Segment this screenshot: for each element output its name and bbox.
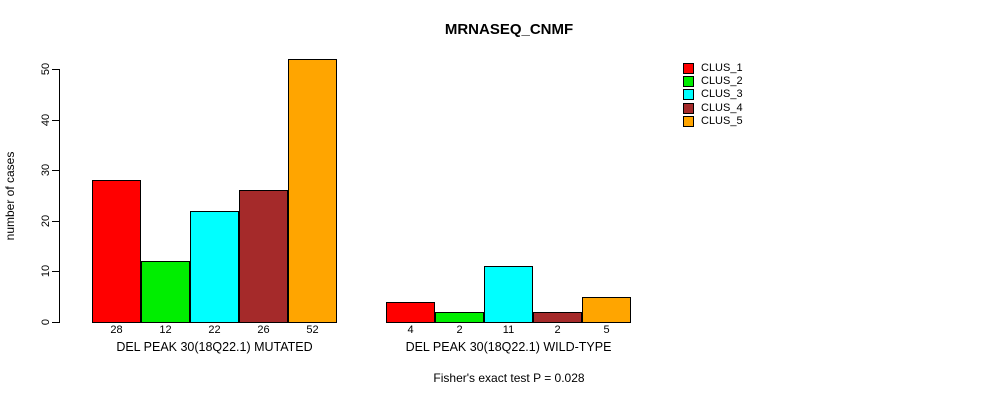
bar-value-label: 2 (456, 324, 463, 336)
chart-title: MRNASEQ_CNMF (444, 21, 574, 38)
bar-clus_4-group2 (533, 312, 582, 323)
y-tick-label: 30 (40, 164, 52, 177)
legend-swatch-clus_4 (683, 102, 694, 114)
legend-label: CLUS_2 (701, 74, 743, 87)
legend-item-clus_2: CLUS_2 (683, 75, 743, 87)
legend-swatch-clus_5 (683, 116, 694, 128)
y-tick-label: 50 (40, 62, 52, 76)
bar-clus_3-group1 (190, 211, 239, 323)
bar-clus_1-group1 (92, 180, 141, 323)
bar-clus_5-group2 (582, 297, 631, 323)
y-tick-label: 20 (40, 214, 52, 227)
bar-value-label: 52 (306, 324, 319, 336)
bar-clus_1-group2 (386, 302, 435, 323)
bar-clus_5-group1 (288, 59, 337, 323)
y-tick (52, 220, 59, 222)
group-label: DEL PEAK 30(18Q22.1) MUTATED (116, 340, 313, 354)
bar-clus_3-group2 (484, 266, 533, 323)
legend-swatch-clus_2 (683, 75, 694, 87)
y-tick (52, 271, 59, 273)
bar-clus_4-group1 (239, 190, 288, 323)
bar-value-label: 4 (407, 324, 414, 336)
legend-label: CLUS_5 (701, 115, 743, 128)
y-tick (52, 69, 59, 70)
legend-item-clus_4: CLUS_4 (683, 102, 743, 114)
y-tick (52, 322, 59, 323)
bar-value-label: 22 (208, 324, 221, 336)
y-tick (52, 170, 59, 172)
y-tick-label: 10 (40, 265, 52, 278)
bar-value-label: 2 (554, 324, 561, 336)
y-tick-label: 40 (40, 113, 52, 126)
fisher-test-footnote: Fisher's exact test P = 0.028 (433, 371, 585, 385)
bar-value-label: 11 (502, 324, 515, 336)
bar-value-label: 5 (603, 324, 610, 336)
y-tick (52, 119, 59, 121)
legend-swatch-clus_1 (683, 62, 694, 74)
legend-swatch-clus_3 (683, 89, 694, 101)
legend-label: CLUS_3 (701, 88, 743, 101)
bar-clus_2-group1 (141, 261, 190, 323)
bar-value-label: 12 (159, 324, 172, 336)
bar-value-label: 26 (257, 324, 270, 336)
group-label: DEL PEAK 30(18Q22.1) WILD-TYPE (405, 340, 612, 354)
bar-value-label: 28 (110, 324, 123, 336)
legend-label: CLUS_4 (701, 101, 743, 114)
legend-item-clus_5: CLUS_5 (683, 116, 743, 128)
legend-item-clus_3: CLUS_3 (683, 89, 743, 101)
bar-clus_2-group2 (435, 312, 484, 323)
legend-item-clus_1: CLUS_1 (683, 62, 743, 74)
legend-label: CLUS_1 (701, 61, 743, 74)
y-tick-label: 0 (40, 318, 52, 326)
y-axis-line (59, 69, 60, 323)
